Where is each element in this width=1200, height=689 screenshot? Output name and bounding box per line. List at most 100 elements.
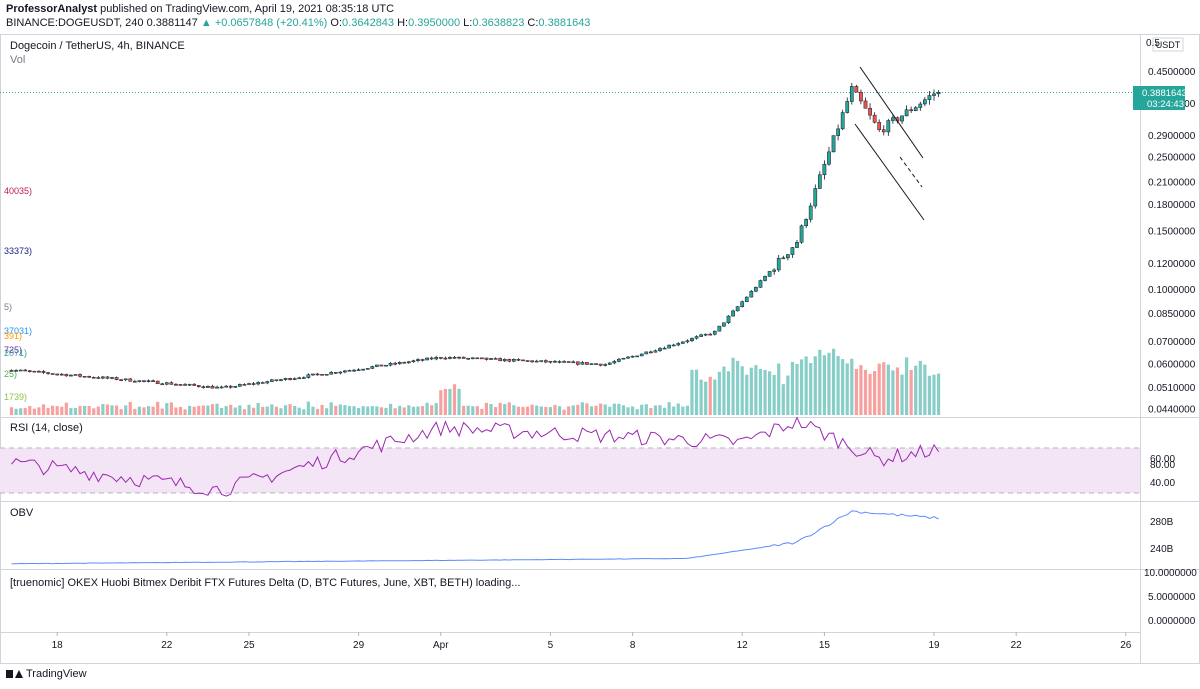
rsi-pane[interactable]: RSI (14, close) 80.00 60.00 40.00 (0, 416, 1175, 497)
volume-bar (914, 365, 918, 415)
volume-bar (92, 408, 96, 415)
publisher-name[interactable]: ProfessorAnalyst (6, 3, 98, 15)
candle-body (849, 86, 854, 102)
channel-upper-line[interactable] (859, 66, 924, 159)
time-tick-label: 8 (630, 640, 636, 651)
volume-bar (731, 357, 735, 415)
volume-bar (224, 406, 228, 415)
candle-body (320, 374, 324, 376)
time-axis[interactable]: 18 22 25 29 Apr 5 8 12 15 19 22 26 (52, 632, 1132, 651)
candle-body (160, 383, 165, 386)
candle-body (123, 378, 128, 381)
candle-body (183, 384, 187, 386)
candle-body (228, 385, 233, 388)
volume-bar (105, 404, 110, 415)
volume-bar (667, 402, 671, 415)
volume-bar (758, 368, 763, 415)
candle-body (365, 368, 370, 370)
volume-bar (516, 406, 521, 415)
volume-bar (717, 371, 721, 415)
volume-bar (439, 390, 443, 415)
volume-bar (635, 409, 639, 415)
volume-bar (69, 408, 73, 415)
candles (9, 82, 941, 389)
futures-tick-0: 0.0000000 (1148, 616, 1196, 627)
volume-bar (210, 404, 215, 415)
volume-bar (909, 369, 913, 415)
channel-mid-dashed[interactable] (899, 156, 923, 188)
volume-bar (494, 407, 498, 415)
main-pane[interactable]: Dogecoin / TetherUS, 4h, BINANCE Vol 400… (0, 37, 1196, 415)
volume-bar (165, 403, 169, 415)
candle-body (461, 356, 466, 359)
open-label: O: (330, 17, 343, 29)
volume-bar (452, 384, 457, 415)
volume-bar (507, 402, 511, 415)
candle-body (735, 306, 740, 312)
volume-bar (51, 405, 55, 415)
currency-box[interactable] (1152, 37, 1184, 52)
volume-bar (119, 409, 123, 415)
volume-bar (690, 369, 694, 415)
candle-body (900, 115, 904, 122)
price-tick-label: 0.0440000 (1148, 404, 1196, 415)
volume-bar (553, 404, 557, 415)
candle-body (712, 330, 717, 335)
candle-body (9, 370, 14, 372)
candle-body (306, 374, 311, 378)
candle-body (87, 375, 92, 378)
candle-body (251, 383, 256, 385)
candle-body (247, 383, 251, 385)
volume-bar (649, 408, 653, 415)
volume-bar (544, 406, 548, 415)
candle-body (781, 257, 786, 260)
volume-bar (261, 406, 265, 415)
volume-bar (124, 405, 128, 415)
candle-body (110, 377, 114, 379)
candle-body (927, 95, 932, 100)
volume-bar (704, 381, 708, 415)
volume-bar (28, 406, 32, 415)
candle-body (164, 382, 169, 385)
volume-bar (836, 355, 840, 415)
obv-pane[interactable]: OBV 280B 240B (10, 507, 1174, 565)
volume-bar (220, 407, 224, 415)
volume-bar (740, 366, 744, 415)
candle-body (416, 359, 420, 361)
candle-body (649, 351, 653, 354)
candle-body (594, 363, 598, 365)
candle-body (923, 99, 927, 105)
volume-bar (462, 405, 466, 415)
volume-bar (375, 406, 379, 415)
candle-body (429, 357, 434, 360)
up-arrow-icon: ▲ (200, 17, 212, 29)
futures-pane[interactable]: [truenomic] OKEX Huobi Bitmex Deribit FT… (10, 568, 1197, 627)
volume-bar (398, 405, 402, 415)
volume-bar (900, 374, 904, 415)
chart-canvas[interactable]: Dogecoin / TetherUS, 4h, BINANCE Vol 400… (0, 32, 1200, 664)
volume-bar (512, 405, 516, 415)
candle-body (288, 378, 292, 380)
candle-body (242, 384, 247, 386)
candle-body (82, 375, 87, 378)
footer-brand[interactable]: TradingView (26, 668, 87, 680)
futures-tick-5: 5.0000000 (1148, 592, 1196, 603)
candle-body (388, 362, 393, 366)
candle-body (868, 108, 872, 116)
volume-bar (699, 379, 703, 415)
channel-lower-line[interactable] (854, 123, 925, 221)
volume-bar (78, 405, 82, 415)
vol-label: Vol (10, 54, 25, 66)
volume-bar (41, 404, 46, 415)
volume-bar (722, 366, 726, 415)
futures-title: [truenomic] OKEX Huobi Bitmex Deribit FT… (10, 577, 520, 589)
candle-body (877, 122, 882, 130)
rsi-line (11, 416, 940, 497)
candle-body (744, 296, 749, 302)
price-tag-value: 0.3881643 (1142, 88, 1187, 99)
volume-bar (827, 352, 831, 415)
price-change: +0.0657848 (+20.41%) (214, 17, 328, 29)
volume-bar (576, 404, 580, 415)
candle-body (14, 370, 18, 372)
time-tick-label: 22 (161, 640, 173, 651)
